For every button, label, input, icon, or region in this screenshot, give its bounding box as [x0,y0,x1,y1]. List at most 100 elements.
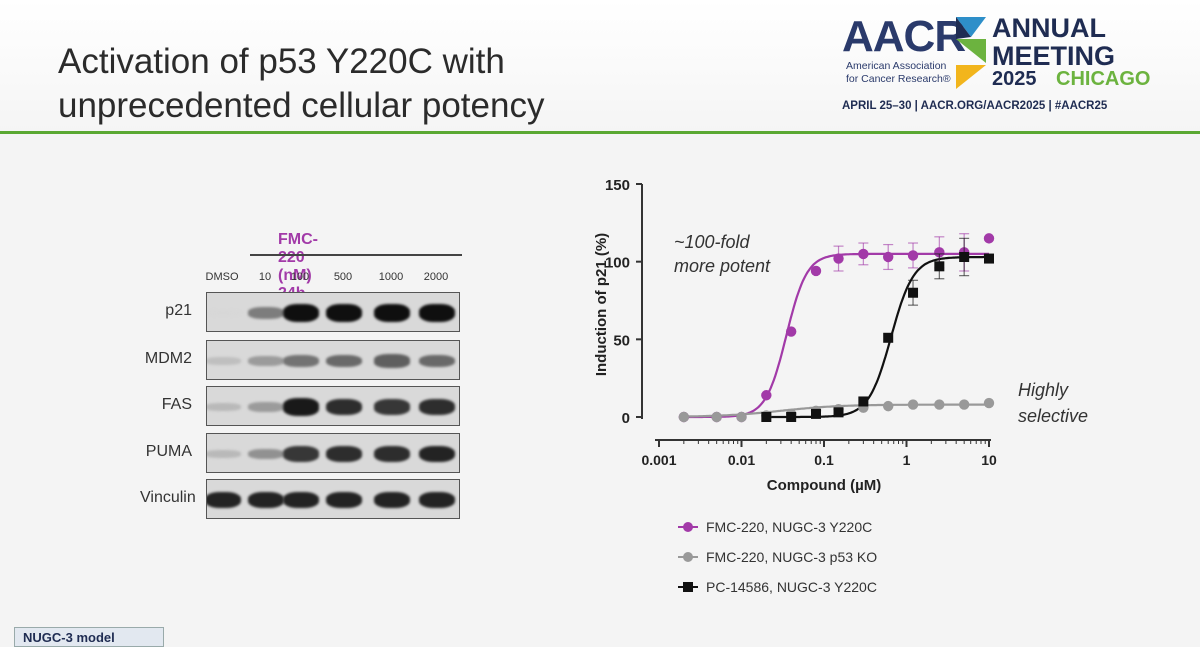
legend-marker [683,582,693,592]
data-point [811,408,822,419]
data-point [958,399,970,410]
data-point [810,265,822,277]
blot-lane-label: 100 [290,271,310,283]
annotation-text: selective [1018,406,1088,426]
legend-label: FMC-220, NUGC-3 Y220C [706,519,872,535]
logo-dates: APRIL 25–30 | AACR.ORG/AACR2025 | #AACR2… [842,100,1108,112]
blot-band [374,354,410,368]
blot-band [248,307,284,319]
data-point [761,390,772,401]
blot-lane-label: 10 [258,271,272,283]
blot-lane-label: 2000 [423,271,449,283]
data-point [934,399,945,410]
aacr-association-name: American Association for Cancer Research… [846,60,951,86]
logo-meeting: MEETING [992,41,1116,71]
model-tag: NUGC-3 model [14,627,164,647]
blot-band [283,491,319,509]
data-point [736,411,747,423]
blot-lane-label: 1000 [378,271,404,283]
blot-band [283,304,319,322]
y-tick-label: 50 [613,332,630,349]
data-point [934,261,945,272]
slide-title-line2: unprecedented cellular potency [58,86,545,125]
aacr-wordmark: AACR [842,12,966,61]
blot-row-label: MDM2 [144,350,192,367]
data-point [934,247,945,258]
data-point [882,251,894,263]
blot-band [283,446,319,462]
blot-lane-label: 500 [333,271,353,283]
data-point [959,252,970,263]
fit-curve [766,255,989,419]
data-point [907,250,919,261]
blot-band [248,491,284,509]
y-tick-label: 100 [605,255,630,272]
slide-header: Activation of p53 Y220C with unprecedent… [0,0,1200,132]
blot-band [326,398,362,416]
x-tick-label: 0.001 [641,452,676,468]
blot-band [248,356,284,366]
x-tick-label: 1 [903,452,911,468]
legend-marker [683,522,693,532]
blot-band [326,304,362,322]
blot-band [248,448,284,460]
data-point [983,397,995,409]
data-point [858,396,869,407]
blot-lane-label: DMSO [205,271,239,283]
header-divider [0,131,1200,134]
blot-band [419,491,455,509]
blot-band [419,354,455,368]
blot-row-label: PUMA [145,443,192,460]
data-point [833,407,844,418]
data-point [984,253,994,264]
blot-band [207,450,241,458]
x-axis-label: Compound (µM) [767,477,881,494]
annotation-text: Highly [1018,380,1069,400]
blot-band [419,398,455,416]
y-tick-label: 0 [622,410,630,427]
logo-city: CHICAGO [1056,68,1151,90]
blot-band [283,398,319,416]
blot-band [207,310,241,316]
slide-title: Activation of p53 Y220C with unprecedent… [58,40,758,128]
blot-band [326,354,362,368]
blot-band [419,445,455,463]
assoc-line2: for Cancer Research® [846,73,951,85]
data-point [858,248,869,260]
blot-strip [206,386,460,426]
aacr-annual-meeting-logo: AACR American Association for Cancer Res… [842,12,1192,124]
data-point [761,412,772,422]
x-tick-label: 0.1 [814,452,834,468]
blot-band [419,304,455,322]
blot-strip [206,292,460,332]
x-tick-label: 0.01 [728,452,755,468]
blot-band [207,357,241,365]
blot-band [374,445,410,463]
data-point [882,400,894,412]
blot-strip [206,479,460,519]
data-point [907,399,919,410]
blot-row-label: FAS [161,396,192,413]
y-axis-label: Induction of p21 (%) [593,233,610,376]
blot-row-label: p21 [165,302,192,319]
blot-row-label: Vinculin [140,489,196,506]
blot-band [326,445,362,463]
data-point [785,326,797,337]
assoc-line1: American Association [846,60,947,72]
blot-band [207,403,241,411]
x-tick-label: 10 [981,452,997,468]
blot-treatment-bracket [250,254,462,256]
legend-label: PC-14586, NUGC-3 Y220C [706,579,877,595]
annotation-text: ~100-fold [674,232,751,252]
data-point [983,233,995,244]
blot-band [207,491,241,509]
blot-band [326,491,362,509]
annotation-text: more potent [674,256,771,276]
data-point [711,411,722,423]
slide-title-line1: Activation of p53 Y220C with [58,42,505,81]
blot-band [283,355,319,367]
data-point [786,412,797,422]
meeting-logo-icon [956,17,986,89]
blot-band [374,304,410,322]
data-point [678,411,690,423]
